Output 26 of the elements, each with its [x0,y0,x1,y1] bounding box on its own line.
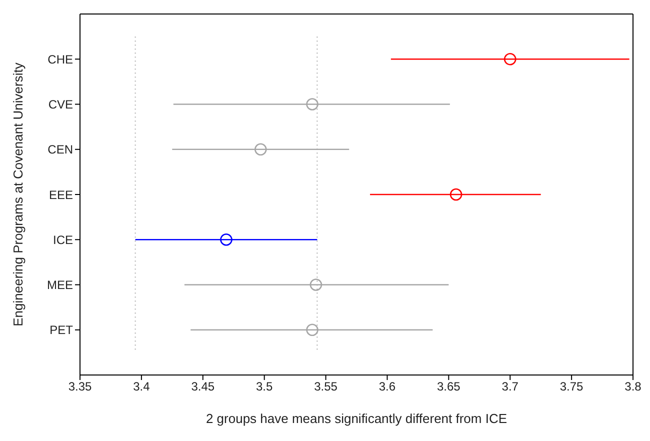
y-tick-label: CHE [48,52,73,66]
point [220,233,232,246]
y-tick-label: MEE [46,278,73,292]
x-tick-label: 3.6 [378,380,396,394]
y-tick-label: ICE [52,232,73,247]
y-tick-label: CEN [48,142,73,157]
y-tick-label: CVE [48,98,73,112]
y-tick-label: PET [50,323,74,338]
x-tick-label: 3.45 [191,380,215,394]
x-tick-label: 3.4 [133,380,150,394]
point [306,324,318,336]
x-tick-label: 3.7 [502,380,519,394]
point [450,188,462,201]
point [504,52,516,66]
x-tick-label: 3.75 [560,380,584,394]
x-axis-title: 2 groups have means significantly different from ICE [206,411,508,426]
y-tick-label: EEE [48,188,73,202]
x-tick-label: 3.35 [68,380,92,394]
point [306,98,318,110]
x-tick-label: 3.55 [314,380,338,394]
point [310,278,322,291]
x-tick-label: 3.8 [624,380,642,394]
y-axis-title: Engineering Programs at Covenant University [10,62,26,326]
x-tick-label: 3.65 [436,380,461,394]
x-tick-label: 3.5 [256,380,273,394]
point [254,143,267,156]
